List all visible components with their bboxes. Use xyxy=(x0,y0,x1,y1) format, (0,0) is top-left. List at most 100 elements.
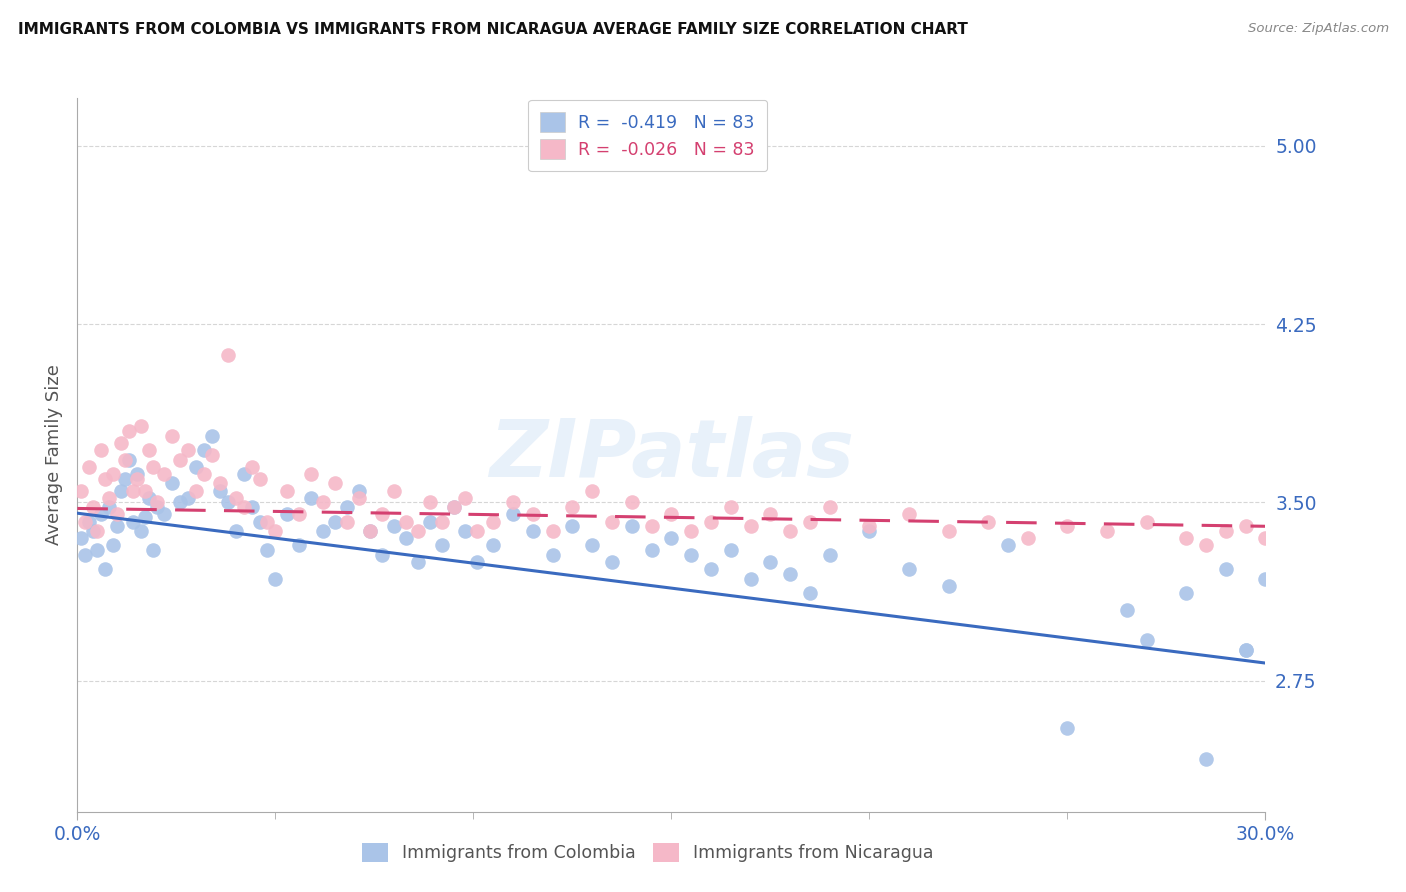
Point xyxy=(98,500,121,515)
Point xyxy=(1095,524,1118,538)
Point xyxy=(465,555,488,569)
Point xyxy=(105,519,128,533)
Point xyxy=(98,491,121,505)
Point xyxy=(249,472,271,486)
Point xyxy=(121,483,143,498)
Point xyxy=(232,500,254,515)
Point xyxy=(276,508,298,522)
Point xyxy=(169,452,191,467)
Point xyxy=(121,515,143,529)
Point xyxy=(395,515,418,529)
Point xyxy=(162,476,184,491)
Point xyxy=(1195,752,1218,766)
Point xyxy=(419,495,441,509)
Point xyxy=(382,519,405,533)
Point xyxy=(522,508,544,522)
Point xyxy=(101,538,124,552)
Point xyxy=(118,452,141,467)
Point xyxy=(898,508,921,522)
Point xyxy=(681,524,703,538)
Point xyxy=(430,515,453,529)
Point xyxy=(799,515,821,529)
Point xyxy=(125,472,148,486)
Point xyxy=(858,524,880,538)
Text: Source: ZipAtlas.com: Source: ZipAtlas.com xyxy=(1249,22,1389,36)
Point xyxy=(288,508,311,522)
Point xyxy=(759,555,782,569)
Point xyxy=(443,500,465,515)
Point xyxy=(70,483,93,498)
Point xyxy=(759,508,782,522)
Point xyxy=(454,491,477,505)
Point xyxy=(70,531,93,545)
Point xyxy=(193,467,215,481)
Point xyxy=(162,429,184,443)
Text: ZIPatlas: ZIPatlas xyxy=(489,416,853,494)
Point xyxy=(522,524,544,538)
Point xyxy=(681,548,703,562)
Point xyxy=(661,508,683,522)
Point xyxy=(1136,515,1159,529)
Point xyxy=(225,524,247,538)
Point xyxy=(620,495,643,509)
Point xyxy=(406,524,429,538)
Legend: Immigrants from Colombia, Immigrants from Nicaragua: Immigrants from Colombia, Immigrants fro… xyxy=(353,834,942,871)
Point xyxy=(779,524,801,538)
Point xyxy=(818,500,841,515)
Point xyxy=(138,443,160,458)
Point xyxy=(347,483,370,498)
Point xyxy=(382,483,405,498)
Point xyxy=(419,515,441,529)
Point xyxy=(1115,602,1137,616)
Point xyxy=(90,508,112,522)
Point xyxy=(299,491,322,505)
Point xyxy=(600,555,623,569)
Point xyxy=(217,348,239,362)
Point xyxy=(264,572,287,586)
Point xyxy=(581,483,603,498)
Point xyxy=(371,548,394,562)
Point xyxy=(75,548,97,562)
Point xyxy=(1175,586,1198,600)
Point xyxy=(1254,531,1277,545)
Text: IMMIGRANTS FROM COLOMBIA VS IMMIGRANTS FROM NICARAGUA AVERAGE FAMILY SIZE CORREL: IMMIGRANTS FROM COLOMBIA VS IMMIGRANTS F… xyxy=(18,22,969,37)
Point xyxy=(818,548,841,562)
Point xyxy=(1195,538,1218,552)
Point xyxy=(145,495,167,509)
Point xyxy=(193,443,215,458)
Point xyxy=(661,531,683,545)
Point xyxy=(359,524,381,538)
Point xyxy=(129,419,152,434)
Point xyxy=(977,515,1000,529)
Point xyxy=(114,472,136,486)
Point xyxy=(110,436,132,450)
Point xyxy=(502,495,524,509)
Point xyxy=(125,467,148,481)
Point xyxy=(1254,572,1277,586)
Point xyxy=(858,519,880,533)
Point xyxy=(620,519,643,533)
Point xyxy=(142,459,165,474)
Point xyxy=(1215,524,1237,538)
Point xyxy=(779,566,801,581)
Point xyxy=(77,515,100,529)
Point xyxy=(482,538,505,552)
Point xyxy=(541,548,564,562)
Point xyxy=(153,467,176,481)
Point xyxy=(201,448,224,462)
Point xyxy=(1175,531,1198,545)
Point xyxy=(256,515,278,529)
Point xyxy=(359,524,381,538)
Point xyxy=(145,500,167,515)
Point xyxy=(1215,562,1237,576)
Point xyxy=(240,500,263,515)
Point xyxy=(465,524,488,538)
Point xyxy=(1234,519,1257,533)
Point xyxy=(217,495,239,509)
Point xyxy=(186,459,208,474)
Point xyxy=(86,524,108,538)
Point xyxy=(240,459,263,474)
Point xyxy=(225,491,247,505)
Point xyxy=(720,543,742,558)
Point xyxy=(138,491,160,505)
